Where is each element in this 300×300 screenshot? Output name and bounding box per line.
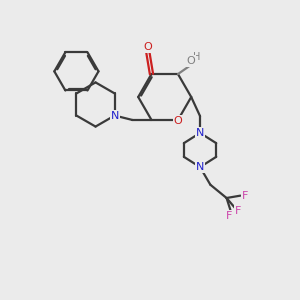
Text: N: N [196, 128, 204, 138]
Text: N: N [196, 162, 204, 172]
Text: N: N [110, 110, 119, 121]
Text: F: F [226, 211, 233, 221]
Text: H: H [193, 52, 200, 62]
Text: F: F [242, 190, 248, 201]
Text: F: F [235, 206, 242, 216]
Text: O: O [187, 56, 196, 66]
Text: O: O [174, 116, 182, 125]
Text: O: O [144, 42, 152, 52]
